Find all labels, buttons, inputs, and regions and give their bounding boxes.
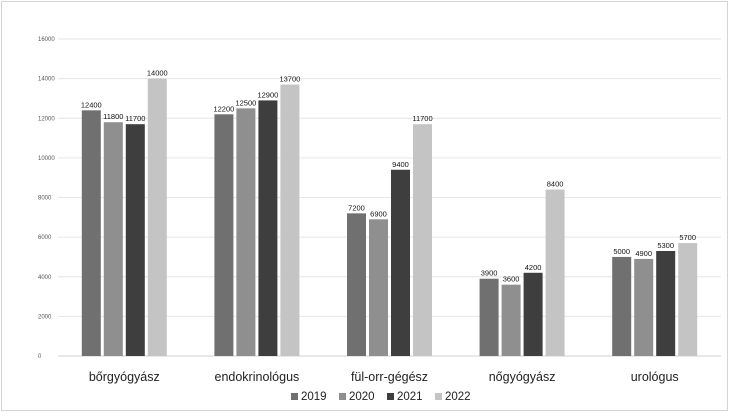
legend-label-2019: 2019 xyxy=(301,391,327,403)
bar-urologus-2019 xyxy=(612,256,632,356)
gridlines xyxy=(58,38,721,357)
data-label-ful-orr-gegesz-2019: 7200 xyxy=(348,203,365,212)
data-label-nogyogyasz-2019: 3900 xyxy=(481,269,498,278)
bar-endokrinologus-2019 xyxy=(214,114,234,356)
category-label-ful-orr-gegesz: fül-orr-gégész xyxy=(351,370,428,384)
y-tick-label: 10000 xyxy=(38,156,55,162)
bar-endokrinologus-2022 xyxy=(280,84,300,356)
y-tick-label: 0 xyxy=(38,354,42,360)
bar-urologus-2021 xyxy=(656,250,676,356)
legend-swatch-2022 xyxy=(435,393,442,400)
data-label-nogyogyasz-2022: 8400 xyxy=(547,180,564,189)
data-label-endokrinologus-2019: 12200 xyxy=(213,104,234,113)
legend-label-2022: 2022 xyxy=(445,391,471,403)
bar-borgyogyasz-2021 xyxy=(125,124,145,356)
data-label-borgyogyasz-2020: 11800 xyxy=(103,112,123,121)
bar-ful-orr-gegesz-2019 xyxy=(347,213,366,356)
legend-label-2020: 2020 xyxy=(349,391,375,403)
bar-endokrinologus-2021 xyxy=(258,100,278,356)
bar-nogyogyasz-2019 xyxy=(479,278,499,356)
data-label-endokrinologus-2021: 12900 xyxy=(257,90,278,99)
legend-swatch-2020 xyxy=(339,393,346,400)
data-label-borgyogyasz-2021: 11700 xyxy=(125,114,145,123)
category-label-borgyogyasz: bőrgyógyász xyxy=(89,370,160,384)
y-tick-label: 14000 xyxy=(38,77,55,83)
bar-borgyogyasz-2022 xyxy=(147,78,167,356)
legend-label-2021: 2021 xyxy=(397,391,423,403)
data-label-ful-orr-gegesz-2020: 6900 xyxy=(370,209,387,218)
data-label-urologus-2020: 4900 xyxy=(635,249,652,258)
bar-borgyogyasz-2019 xyxy=(81,110,101,356)
category-label-endokrinologus: endokrinológus xyxy=(215,370,300,384)
y-tick-label: 16000 xyxy=(38,37,55,43)
x-axis-categories: bőrgyógyász endokrinológus fül-orr-gégész n… xyxy=(89,370,679,384)
bar-borgyogyasz-2020 xyxy=(103,122,123,357)
data-label-endokrinologus-2022: 13700 xyxy=(279,75,300,84)
category-label-nogyogyasz: nőgyógyász xyxy=(489,370,556,384)
bar-ful-orr-gegesz-2021 xyxy=(391,169,410,356)
bar-nogyogyasz-2021 xyxy=(523,272,543,356)
y-tick-label: 8000 xyxy=(38,196,52,202)
data-label-nogyogyasz-2021: 4200 xyxy=(525,263,542,272)
data-label-urologus-2019: 5000 xyxy=(613,247,630,256)
data-label-ful-orr-gegesz-2022: 11700 xyxy=(412,114,432,123)
y-tick-label: 6000 xyxy=(38,235,52,241)
data-label-nogyogyasz-2020: 3600 xyxy=(503,275,520,284)
data-label-borgyogyasz-2019: 12400 xyxy=(81,100,102,109)
y-tick-label: 12000 xyxy=(38,116,55,122)
bar-ful-orr-gegesz-2022 xyxy=(413,124,432,356)
bar-urologus-2022 xyxy=(678,243,698,356)
legend: 2019 2020 2021 2022 xyxy=(291,391,471,403)
data-label-urologus-2021: 5300 xyxy=(657,241,674,250)
legend-swatch-2021 xyxy=(387,393,394,400)
bar-urologus-2020 xyxy=(634,258,654,356)
legend-swatch-2019 xyxy=(291,393,298,400)
y-tick-label: 2000 xyxy=(38,314,52,320)
bars xyxy=(81,78,698,357)
y-tick-label: 4000 xyxy=(38,275,52,281)
data-label-urologus-2022: 5700 xyxy=(679,233,696,242)
y-axis-ticks: 0 2000 4000 6000 8000 10000 12000 14000 16000 xyxy=(38,37,55,360)
bar-ful-orr-gegesz-2020 xyxy=(369,219,388,356)
data-label-endokrinologus-2020: 12500 xyxy=(235,98,256,107)
bar-nogyogyasz-2020 xyxy=(501,284,521,356)
bar-nogyogyasz-2022 xyxy=(545,189,565,356)
category-label-urologus: urológus xyxy=(631,370,679,384)
data-label-ful-orr-gegesz-2021: 9400 xyxy=(392,160,409,169)
bar-endokrinologus-2020 xyxy=(236,108,256,356)
data-label-borgyogyasz-2022: 14000 xyxy=(147,69,168,78)
